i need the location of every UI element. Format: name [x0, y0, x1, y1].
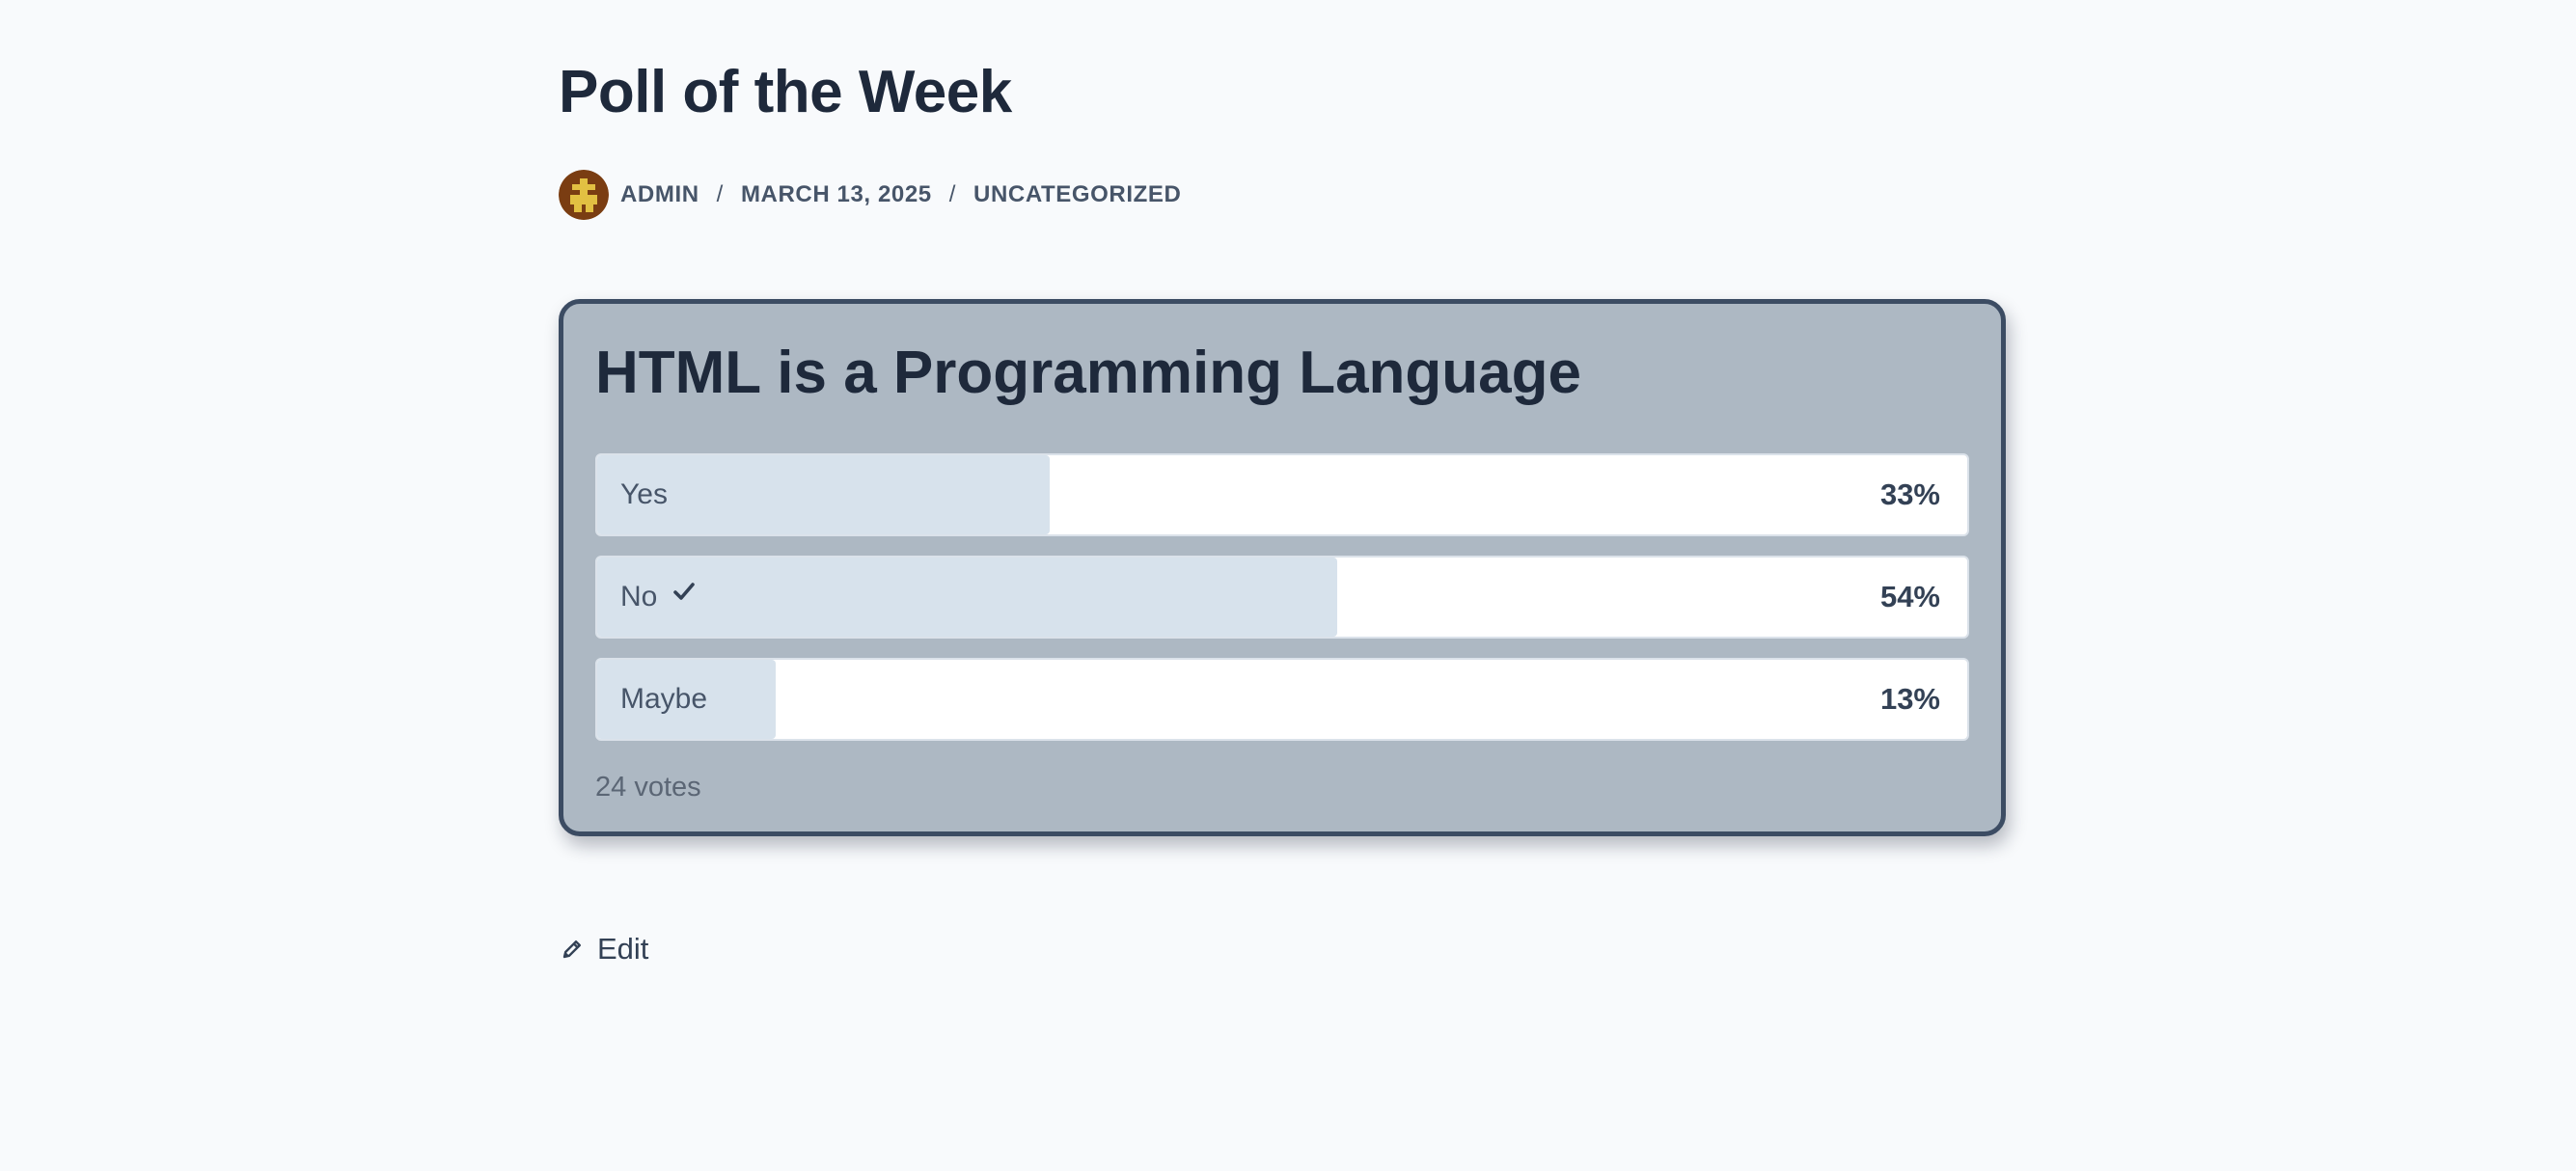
poll-option-no[interactable]: No 54% — [595, 556, 1969, 639]
poll-option-fill — [597, 660, 776, 739]
category-link[interactable]: UNCATEGORIZED — [973, 181, 1182, 207]
vote-count: 24 votes — [595, 772, 701, 803]
poll-option-label: Maybe — [620, 683, 708, 715]
poll-option-label: No — [620, 581, 658, 613]
avatar-icon[interactable] — [559, 170, 609, 220]
edit-label: Edit — [597, 932, 649, 966]
author-link[interactable]: ADMIN — [620, 181, 699, 207]
poll-option-fill — [597, 558, 1337, 637]
poll-options: Yes 33% No 54% Maybe 13% — [595, 453, 1969, 760]
poll-question: HTML is a Programming Language — [595, 340, 1582, 406]
poll-option-maybe[interactable]: Maybe 13% — [595, 658, 1969, 741]
poll-option-label-row: No — [620, 558, 696, 637]
edit-link[interactable]: Edit — [561, 928, 648, 970]
page-title: Poll of the Week — [559, 59, 1012, 125]
poll-option-percent: 54% — [1879, 580, 1940, 613]
pencil-icon — [562, 940, 581, 959]
poll-option-yes[interactable]: Yes 33% — [595, 453, 1969, 536]
meta-separator: / — [948, 181, 957, 207]
poll-option-percent: 13% — [1879, 682, 1940, 716]
post-meta: ADMIN / MARCH 13, 2025 / UNCATEGORIZED — [559, 170, 1181, 220]
meta-separator: / — [716, 181, 724, 207]
poll-option-fill — [597, 455, 1050, 534]
poll-option-percent: 33% — [1879, 477, 1940, 511]
checkmark-icon — [673, 583, 696, 600]
poll-option-label: Yes — [620, 478, 668, 510]
poll-card: HTML is a Programming Language Yes 33% N… — [559, 299, 2006, 836]
poll-option-label-row: Yes — [620, 455, 668, 534]
post-date[interactable]: MARCH 13, 2025 — [740, 181, 932, 207]
poll-option-label-row: Maybe — [620, 660, 707, 739]
